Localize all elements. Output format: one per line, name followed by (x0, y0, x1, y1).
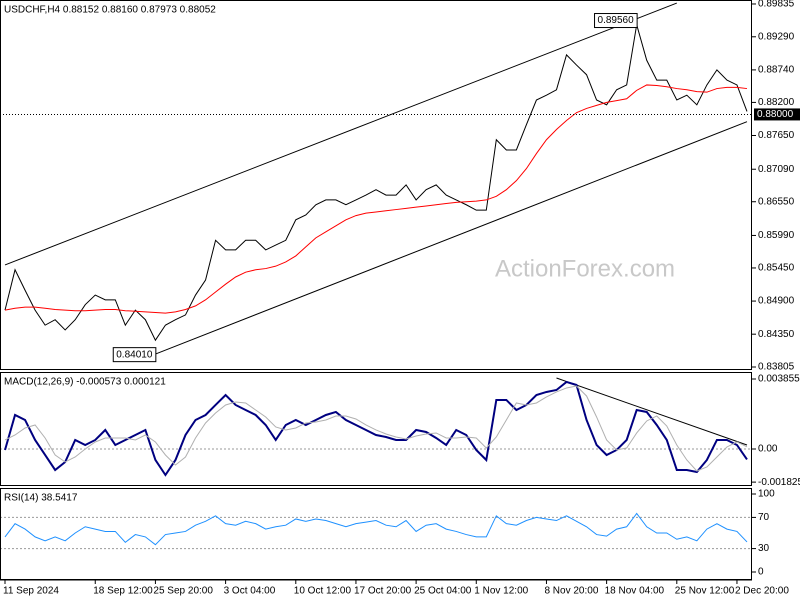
annotation-box (594, 13, 638, 29)
watermark: ActionForex.com (495, 255, 675, 282)
y-tick-label: 0.89835 (758, 0, 795, 10)
annotation-label: 0.89560 (598, 15, 635, 26)
plot-area (4, 2, 748, 355)
annotation-box (112, 347, 157, 363)
x-tick-label: 17 Oct 20:00 (354, 586, 412, 597)
panel-title: USDCHF,H4 0.88152 0.88160 0.87973 0.8805… (4, 5, 216, 16)
y-tick-label: 0.87090 (758, 164, 795, 175)
y-tick-label: 0.00 (758, 444, 778, 455)
x-tick-label: 1 Nov 12:00 (474, 586, 528, 597)
y-tick-label: -0.001825 (758, 477, 800, 488)
series-line (4, 385, 748, 472)
y-tick-label: 100 (758, 489, 775, 500)
x-tick-label: 3 Oct 04:00 (224, 586, 276, 597)
x-tick-label: 18 Sep 12:00 (93, 586, 153, 597)
y-tick-label: 0 (758, 567, 764, 578)
x-tick-label: 10 Oct 12:00 (294, 586, 352, 597)
trendline (4, 2, 677, 266)
x-tick-label: 11 Sep 2024 (3, 586, 59, 597)
y-tick-label: 0.84900 (758, 296, 795, 307)
y-tick-label: 0.86550 (758, 196, 795, 207)
x-tick-label: 2 Dec 20:00 (735, 586, 789, 597)
y-tick-label: 0.003855 (758, 374, 800, 385)
series-line (4, 512, 748, 546)
y-tick-label: 70 (758, 512, 770, 523)
x-tick-label: 8 Nov 20:00 (544, 586, 598, 597)
y-tick-label: 0.84350 (758, 329, 795, 340)
y-tick-label: 0.85990 (758, 230, 795, 241)
plot-area (0, 377, 752, 477)
y-tick-label: 0.85450 (758, 263, 795, 274)
x-tick-label: 25 Sep 20:00 (153, 586, 213, 597)
y-tick-label: 0.89290 (758, 31, 795, 42)
panel-title: MACD(12,26,9) -0.000573 0.000121 (4, 377, 166, 388)
price-label-box (754, 108, 800, 121)
series-line (4, 24, 748, 342)
panel-frame (0, 0, 752, 370)
x-tick-label: 25 Oct 04:00 (414, 586, 472, 597)
x-tick-label: 18 Nov 04:00 (605, 586, 665, 597)
trendline (556, 377, 748, 446)
y-tick-label: 0.87650 (758, 130, 795, 141)
series-line (4, 84, 748, 314)
x-tick-label: 25 Nov 12:00 (675, 586, 735, 597)
plot-area (0, 512, 752, 550)
panel-frame (0, 372, 752, 486)
price-label: 0.88000 (757, 109, 794, 120)
y-tick-label: 0.88200 (758, 97, 795, 108)
y-tick-label: 0.88740 (758, 65, 795, 76)
annotation-label: 0.84010 (116, 349, 153, 360)
panel-title: RSI(14) 38.5417 (4, 493, 78, 504)
y-tick-label: 0.83805 (758, 362, 795, 373)
trendline (155, 121, 748, 355)
y-tick-label: 30 (758, 543, 770, 554)
